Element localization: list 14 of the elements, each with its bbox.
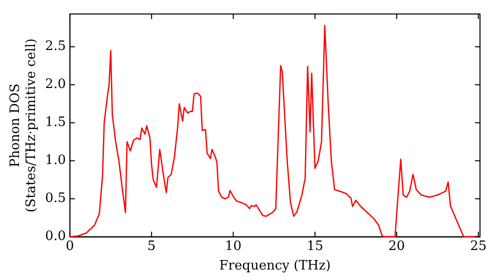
y-tick-label: 1.0 xyxy=(45,153,66,168)
y-tick-label: 0.0 xyxy=(45,229,66,244)
x-tick-label: 25 xyxy=(470,238,487,254)
x-axis-title: Frequency (THz) xyxy=(219,258,331,274)
x-tick-label: 0 xyxy=(66,238,74,254)
y-tick-label: 2.0 xyxy=(45,77,66,92)
x-tick-label: 5 xyxy=(147,238,156,254)
x-tick-label: 10 xyxy=(225,238,242,254)
y-tick-label: 1.5 xyxy=(45,115,66,130)
y-tick-label: 2.5 xyxy=(45,39,66,54)
y-axis-title: Phonon DOS (States/THz·primitive cell) xyxy=(8,38,39,212)
x-tick-label: 20 xyxy=(388,238,405,254)
y-tick-label: 0.5 xyxy=(45,191,66,206)
x-tick-label: 15 xyxy=(306,238,324,254)
